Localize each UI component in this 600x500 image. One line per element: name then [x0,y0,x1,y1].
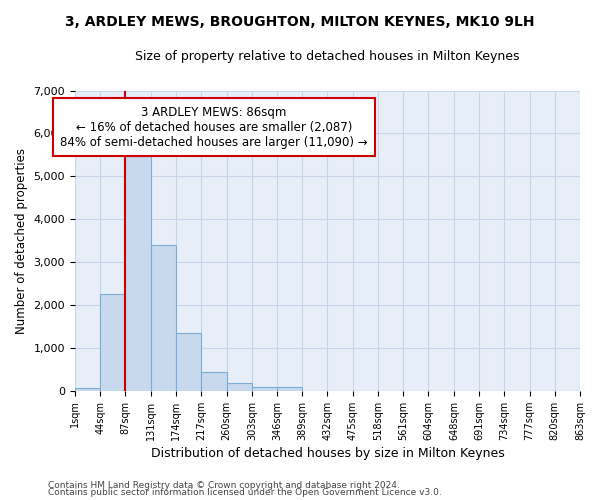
Text: Contains HM Land Registry data © Crown copyright and database right 2024.: Contains HM Land Registry data © Crown c… [48,480,400,490]
Text: 3, ARDLEY MEWS, BROUGHTON, MILTON KEYNES, MK10 9LH: 3, ARDLEY MEWS, BROUGHTON, MILTON KEYNES… [65,15,535,29]
X-axis label: Distribution of detached houses by size in Milton Keynes: Distribution of detached houses by size … [151,447,505,460]
Bar [125,156,151,391]
Bar [100,294,125,391]
Y-axis label: Number of detached properties: Number of detached properties [15,148,28,334]
Bar [151,245,176,391]
Bar [176,333,202,391]
Bar [277,387,302,391]
Text: 3 ARDLEY MEWS: 86sqm
← 16% of detached houses are smaller (2,087)
84% of semi-de: 3 ARDLEY MEWS: 86sqm ← 16% of detached h… [60,106,368,148]
Title: Size of property relative to detached houses in Milton Keynes: Size of property relative to detached ho… [135,50,520,63]
Bar [75,388,100,391]
Bar [202,372,227,391]
Text: Contains public sector information licensed under the Open Government Licence v3: Contains public sector information licen… [48,488,442,497]
Bar [252,386,277,391]
Bar [227,384,252,391]
